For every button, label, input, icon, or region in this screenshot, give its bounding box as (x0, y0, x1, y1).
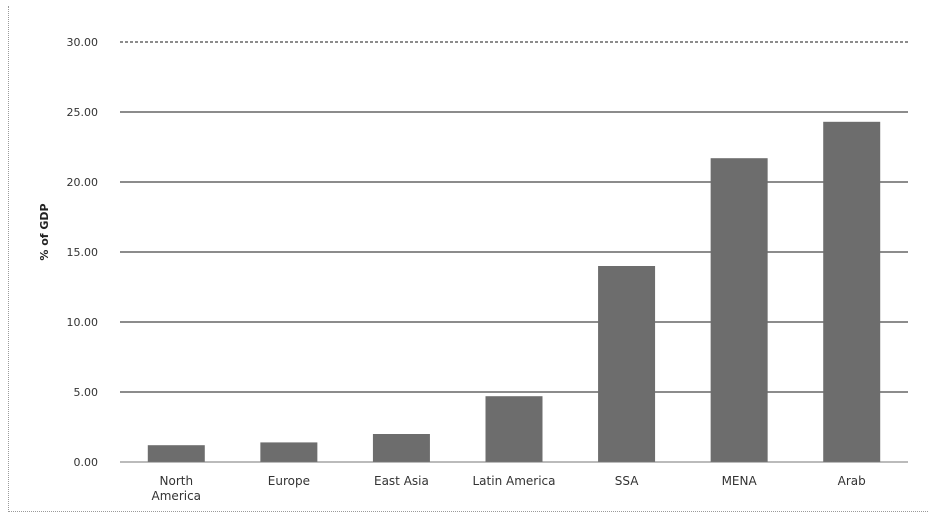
bars (147, 121, 881, 463)
x-tick-label: Europe (268, 474, 310, 488)
bar (147, 445, 205, 462)
x-tick-label: North America (152, 474, 202, 503)
y-tick-label: 20.00 (67, 176, 99, 189)
x-tick-label: East Asia (374, 474, 429, 488)
grid-layer (120, 41, 908, 393)
y-tick-label: 0.00 (74, 456, 99, 469)
bar (485, 396, 543, 462)
x-tick-label: Latin America (473, 474, 556, 488)
y-axis-title: % of GDP (38, 203, 51, 260)
y-tick-label: 5.00 (74, 386, 99, 399)
bar (260, 442, 318, 462)
y-tick-labels: 0.00 5.00 10.00 15.00 20.00 25.00 30.00 (67, 36, 99, 469)
x-tick-label: Arab (838, 474, 866, 488)
x-tick-labels: North America Europe East Asia Latin America… (152, 474, 866, 503)
x-tick-label: MENA (722, 474, 758, 488)
bar (710, 158, 768, 462)
bar (372, 434, 430, 462)
y-tick-label: 30.00 (67, 36, 99, 49)
bar (823, 121, 881, 463)
x-tick-label: SSA (615, 474, 639, 488)
y-tick-label: 25.00 (67, 106, 99, 119)
y-tick-label: 10.00 (67, 316, 99, 329)
chart-frame (8, 6, 928, 512)
bar (598, 266, 656, 462)
y-tick-label: 15.00 (67, 246, 99, 259)
